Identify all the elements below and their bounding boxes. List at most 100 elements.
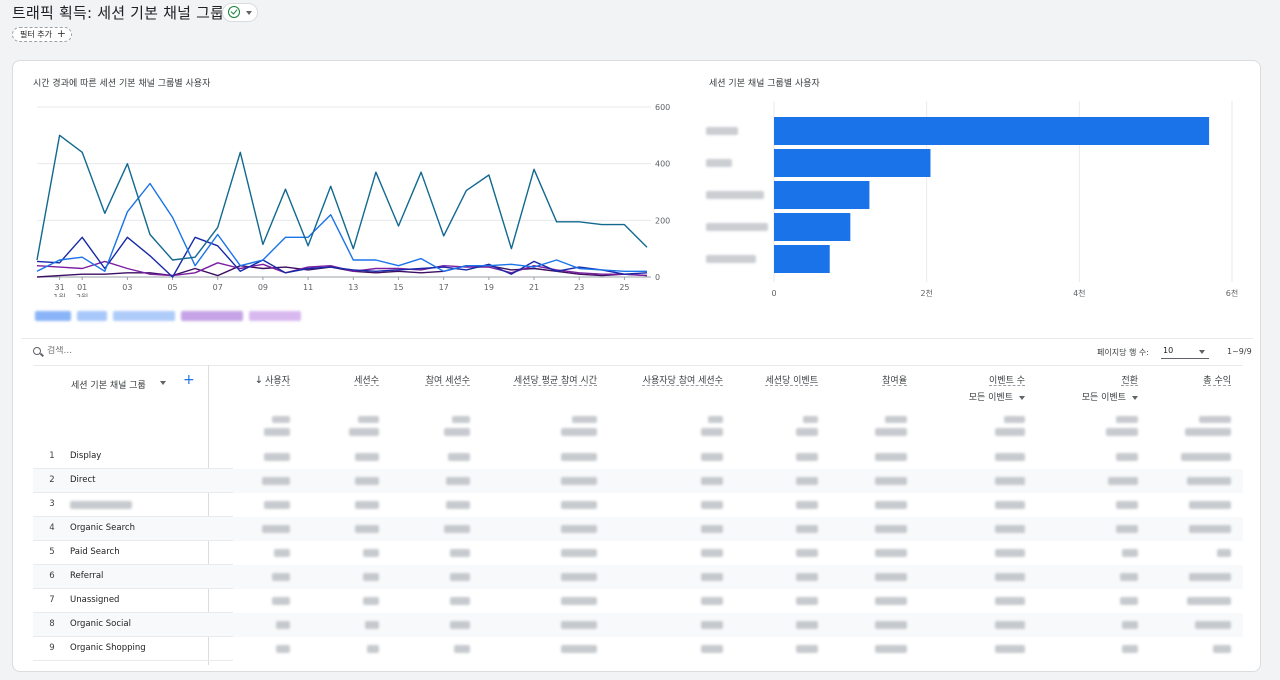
metric-header-label: 사용자당 참여 세션수	[642, 376, 723, 386]
channel-name[interactable]: Display	[70, 451, 102, 461]
x-tick-label: 23	[574, 283, 584, 292]
redacted-value	[1116, 525, 1138, 533]
redacted-value	[1181, 453, 1231, 461]
search-input[interactable]	[47, 346, 247, 356]
redacted-value	[1189, 501, 1231, 509]
line-chart-legend[interactable]	[35, 311, 315, 321]
series-line[interactable]	[36, 134, 648, 261]
bar[interactable]	[774, 213, 851, 241]
series-line[interactable]	[36, 236, 648, 278]
x-tick-label: 07	[213, 283, 223, 292]
series-line[interactable]	[36, 182, 647, 273]
x-tick-label: 6천	[1226, 288, 1238, 298]
line-chart: 600 400 200 0 31 01 03 05 07 09 11 13 15 17 19 21 23 25 1월…	[36, 103, 670, 297]
table-row[interactable]: 8 Organic Social	[33, 613, 1243, 637]
table-row[interactable]: 7 Unassigned	[33, 589, 1243, 613]
channel-name[interactable]: Organic Social	[70, 619, 131, 629]
bar[interactable]	[774, 181, 870, 209]
redacted-value	[796, 501, 818, 509]
redacted-value	[272, 573, 290, 581]
table-row[interactable]: 9 Organic Shopping	[33, 637, 1243, 661]
legend-item[interactable]	[113, 311, 175, 321]
row-index: 7	[49, 595, 55, 605]
add-dimension-icon[interactable]: +	[183, 372, 195, 388]
redacted-value	[1116, 453, 1138, 461]
metric-header-users[interactable]: ↓ 사용자	[255, 373, 290, 386]
status-dropdown[interactable]	[222, 3, 258, 22]
bar[interactable]	[774, 117, 1210, 145]
redacted-value	[701, 573, 723, 581]
add-filter-button[interactable]: 필터 추가 +	[12, 27, 72, 42]
metric-header-sessions[interactable]: 세션수	[354, 373, 379, 386]
channel-name[interactable]: Organic Shopping	[70, 643, 146, 653]
metric-header-conversions[interactable]: 전환 모든 이벤트	[1082, 373, 1138, 403]
redacted-value	[355, 477, 379, 485]
legend-item[interactable]	[181, 311, 243, 321]
caret-down-icon[interactable]	[160, 381, 166, 385]
row-index: 8	[49, 619, 55, 629]
redacted-value	[561, 453, 597, 461]
x-tick-label: 13	[348, 283, 358, 292]
redacted-value	[1187, 477, 1231, 485]
bar[interactable]	[774, 245, 830, 273]
redacted-value	[1004, 416, 1025, 423]
redacted-value	[561, 549, 597, 557]
table-row[interactable]: 2 Direct	[33, 469, 1243, 493]
table-row[interactable]: 3	[33, 493, 1243, 517]
redacted-value	[1189, 525, 1231, 533]
metric-header-events-per-session[interactable]: 세션당 이벤트	[765, 373, 818, 386]
x-tick-label: 31	[54, 283, 64, 292]
report-card: 시간 경과에 따른 세션 기본 채널 그룹별 사용자 600 400 200 0 31 0…	[12, 60, 1261, 672]
row-divider	[33, 612, 233, 613]
legend-item[interactable]	[249, 311, 301, 321]
metric-header-label: 참여율	[882, 376, 907, 386]
redacted-value	[796, 645, 818, 653]
table-row[interactable]: 6 Referral	[33, 565, 1243, 589]
x-tick-label: 19	[484, 283, 494, 292]
metric-header-engagement-rate[interactable]: 참여율	[882, 373, 907, 386]
redacted-value	[875, 573, 907, 581]
redacted-category-label	[706, 159, 732, 167]
row-divider	[33, 540, 233, 541]
table-row[interactable]: 5 Paid Search	[33, 541, 1243, 565]
redacted-value	[1217, 549, 1231, 557]
channel-name[interactable]: Unassigned	[70, 595, 120, 605]
redacted-value	[363, 549, 379, 557]
channel-name[interactable]: Referral	[70, 571, 104, 581]
bar[interactable]	[774, 149, 931, 177]
metric-header-engaged-sessions-per-user[interactable]: 사용자당 참여 세션수	[643, 373, 723, 386]
rows-per-page-select[interactable]: 10	[1161, 344, 1209, 359]
metric-header-event-count[interactable]: 이벤트 수 모든 이벤트	[969, 373, 1025, 403]
redacted-value	[875, 453, 907, 461]
channel-name[interactable]: Organic Search	[70, 523, 135, 533]
x-tick-label: 01	[77, 283, 87, 292]
table-row[interactable]: 1 Display	[33, 445, 1243, 469]
redacted-value	[561, 621, 597, 629]
caret-down-icon	[1199, 350, 1205, 354]
metric-header-label: 사용자	[265, 376, 290, 386]
redacted-value	[796, 453, 818, 461]
metric-header-label: 총 수익	[1203, 376, 1231, 386]
divider	[21, 338, 1253, 339]
y-tick-label: 600	[655, 103, 670, 112]
table-row[interactable]: 4 Organic Search	[33, 517, 1243, 541]
redacted-value	[1185, 428, 1231, 436]
page-range: 1~9/9	[1227, 347, 1252, 356]
redacted-value	[358, 416, 379, 423]
legend-item[interactable]	[35, 311, 71, 321]
redacted-value	[803, 416, 818, 423]
add-filter-label: 필터 추가	[20, 30, 52, 39]
metric-header-sub[interactable]: 모든 이벤트	[1082, 390, 1138, 403]
metric-header-total-revenue[interactable]: 총 수익	[1203, 373, 1231, 386]
channel-name[interactable]: Paid Search	[70, 547, 120, 557]
x-tick-label: 21	[529, 283, 539, 292]
metric-header-label: 전환	[1121, 376, 1138, 386]
redacted-value	[875, 428, 907, 436]
dimension-header[interactable]: 세션 기본 채널 그룹	[71, 381, 146, 391]
metric-header-sub[interactable]: 모든 이벤트	[969, 390, 1025, 403]
metric-header-avg-engagement-time[interactable]: 세션당 평균 참여 시간	[514, 373, 597, 386]
legend-item[interactable]	[77, 311, 107, 321]
channel-name[interactable]: Direct	[70, 475, 96, 485]
redacted-value	[444, 428, 470, 436]
metric-header-engaged-sessions[interactable]: 참여 세션수	[426, 373, 470, 386]
